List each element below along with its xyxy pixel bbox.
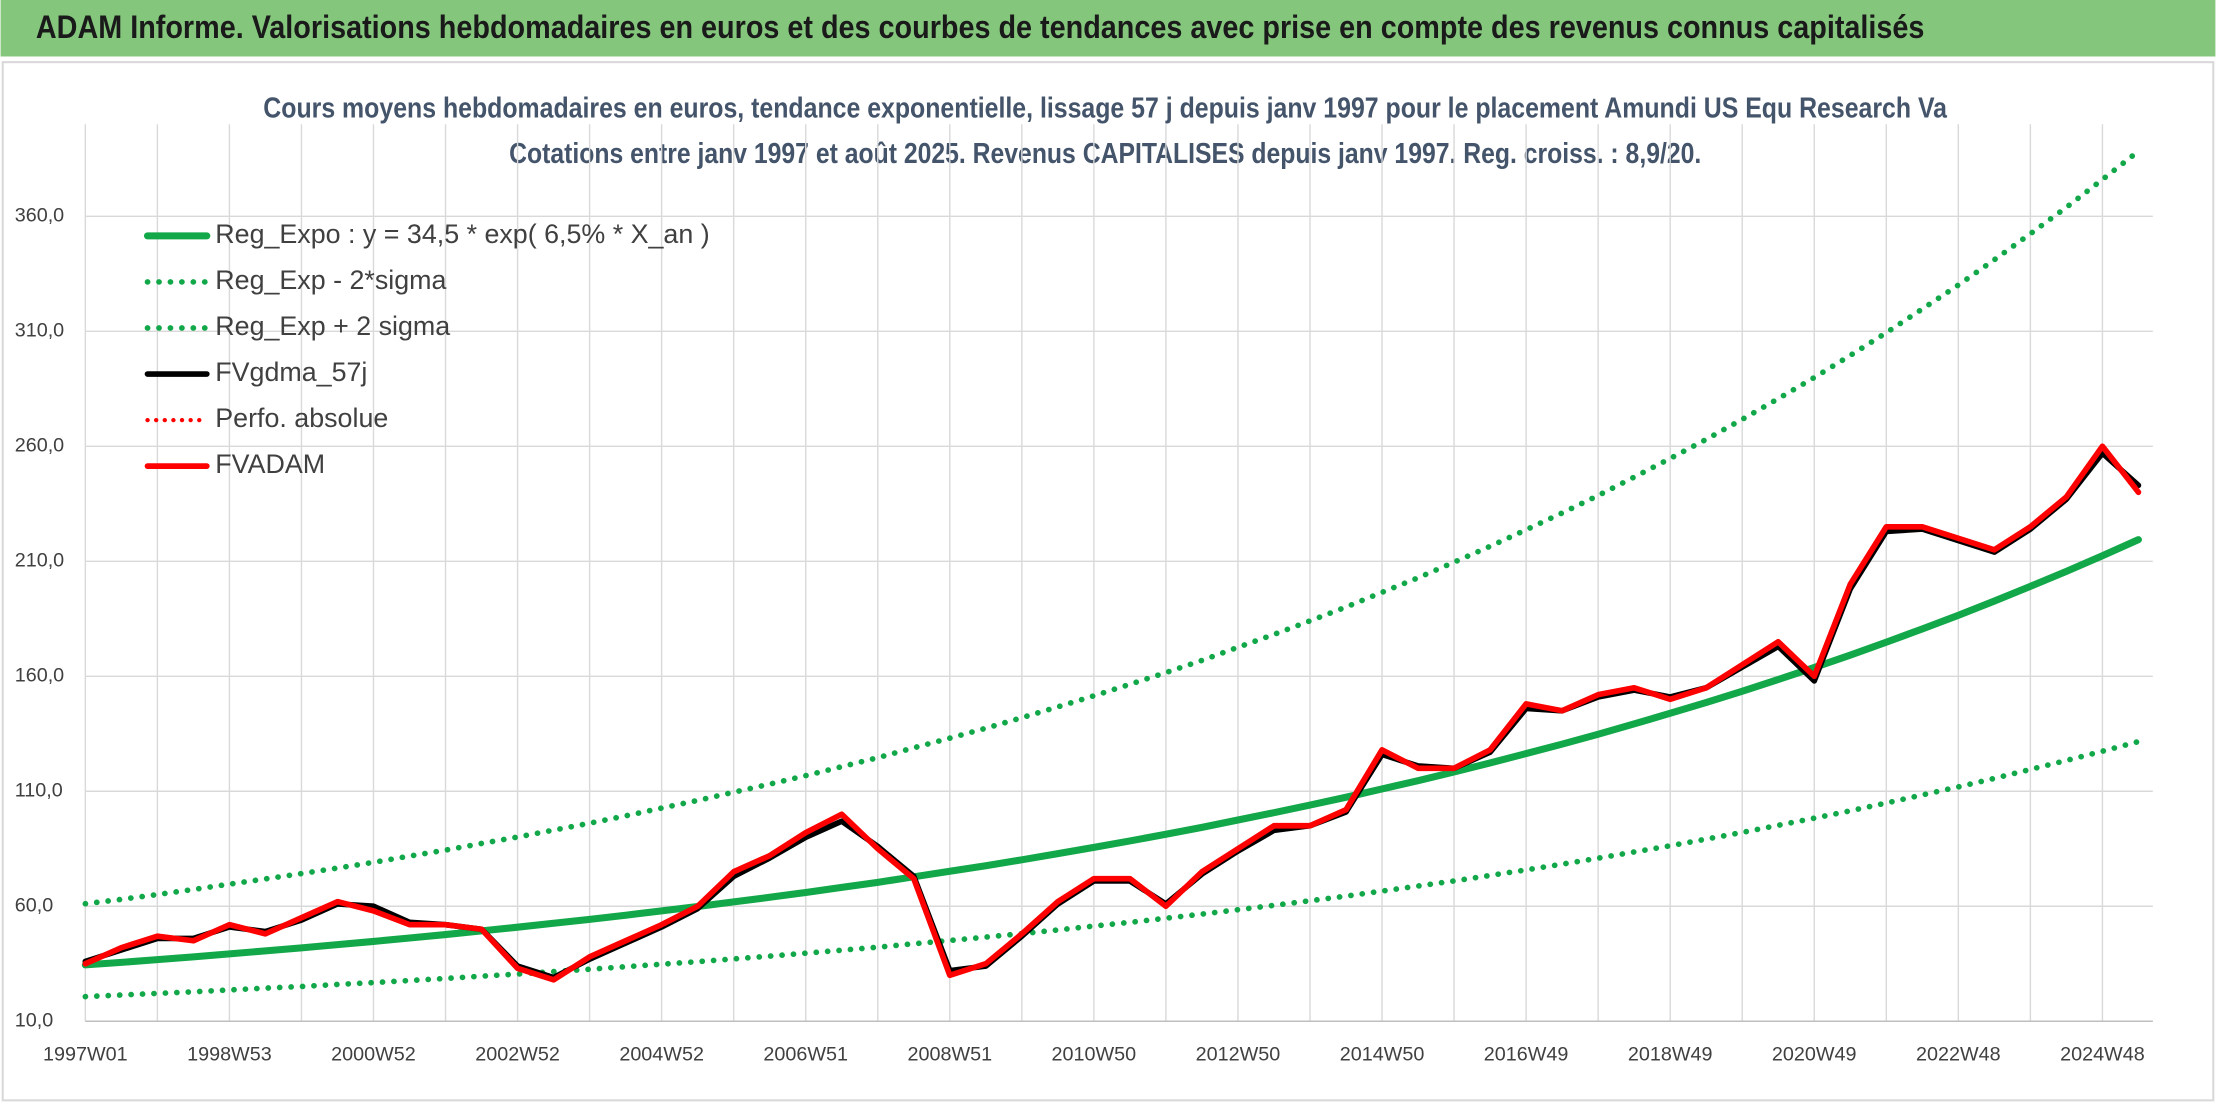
x-tick-label: 2004W52 bbox=[619, 1043, 704, 1065]
x-tick-label: 1998W53 bbox=[187, 1043, 272, 1065]
x-tick-label: 2018W49 bbox=[1628, 1043, 1713, 1065]
x-tick-label: 2016W49 bbox=[1484, 1043, 1569, 1065]
legend-label: Reg_Exp - 2*sigma bbox=[215, 265, 446, 295]
x-tick-label: 2006W51 bbox=[763, 1043, 848, 1065]
chart-subtitle: Cotations entre janv 1997 et août 2025. … bbox=[509, 137, 1701, 169]
series-line bbox=[82, 738, 2142, 1000]
x-tick-label: 2014W50 bbox=[1340, 1043, 1425, 1065]
series-line bbox=[81, 536, 2142, 969]
y-tick-label: 260,0 bbox=[15, 435, 64, 457]
legend-label: Reg_Expo : y = 34,5 * exp( 6,5% * X_an ) bbox=[215, 219, 709, 249]
series-line bbox=[82, 443, 2142, 983]
legend-label: FVADAM bbox=[215, 449, 325, 479]
x-tick-label: 2024W48 bbox=[2060, 1043, 2145, 1065]
x-tick-label: 2012W50 bbox=[1196, 1043, 1281, 1065]
y-tick-label: 60,0 bbox=[15, 894, 53, 916]
y-tick-label: 160,0 bbox=[15, 664, 64, 686]
legend-label: Perfo. absolue bbox=[215, 403, 388, 433]
x-tick-label: 2010W50 bbox=[1052, 1043, 1137, 1065]
header-bar bbox=[0, 0, 2216, 57]
legend-label: Reg_Exp + 2 sigma bbox=[215, 311, 450, 341]
y-tick-label: 10,0 bbox=[15, 1009, 53, 1031]
x-tick-label: 2000W52 bbox=[331, 1043, 416, 1065]
chart-frame bbox=[1, 61, 2215, 1102]
x-tick-label: 2008W51 bbox=[907, 1043, 992, 1065]
x-tick-label: 2020W49 bbox=[1772, 1043, 1857, 1065]
x-tick-label: 1997W01 bbox=[43, 1043, 128, 1065]
series-line bbox=[82, 148, 2142, 907]
y-tick-label: 210,0 bbox=[15, 549, 64, 571]
y-tick-label: 310,0 bbox=[15, 320, 64, 342]
x-tick-label: 2022W48 bbox=[1916, 1043, 2001, 1065]
chart-subtitle: Cours moyens hebdomadaires en euros, ten… bbox=[263, 92, 1947, 124]
legend-label: FVgdma_57j bbox=[215, 357, 367, 387]
y-tick-label: 110,0 bbox=[15, 779, 63, 801]
chart-title: ADAM Informe. Valorisations hebdomadaire… bbox=[36, 9, 1925, 45]
x-tick-label: 2002W52 bbox=[475, 1043, 560, 1065]
y-tick-label: 360,0 bbox=[15, 205, 64, 227]
